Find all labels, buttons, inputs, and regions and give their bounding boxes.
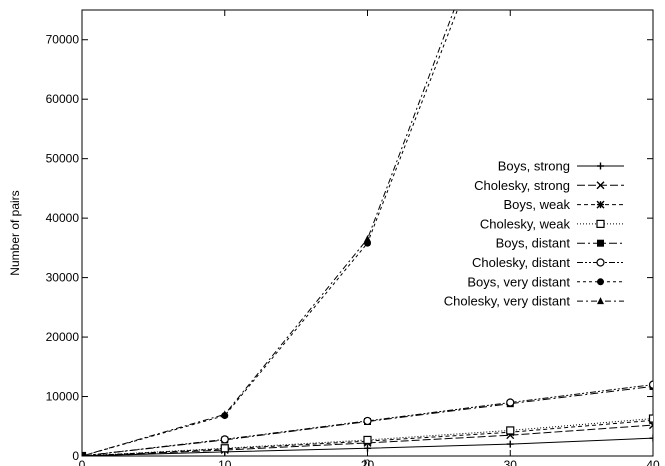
legend-marker <box>597 239 604 247</box>
data-point-cholesky-weak <box>506 426 515 435</box>
plot-frame <box>81 9 654 457</box>
legend-item-boys-very-distant: Boys, very distant <box>467 274 624 289</box>
legend-marker <box>596 200 605 209</box>
legend-marker <box>596 181 605 190</box>
legend-label: Cholesky, very distant <box>444 294 571 309</box>
series-cholesky-very-distant <box>82 10 455 456</box>
legend-marker <box>596 219 605 228</box>
y-axis-title: Number of pairs <box>8 190 22 275</box>
data-point-cholesky-very-distant <box>82 452 84 456</box>
legend-marker <box>597 278 604 286</box>
y-tick-label: 0 <box>72 449 79 463</box>
legend-item-boys-strong: Boys, strong <box>498 159 624 174</box>
legend-item-cholesky-weak: Cholesky, weak <box>480 216 624 231</box>
x-tick-label: 40 <box>646 458 660 466</box>
legend-marker <box>597 297 604 305</box>
series-line-cholesky-strong <box>82 424 653 456</box>
data-point-boys-strong <box>364 444 371 452</box>
data-point-cholesky-very-distant <box>364 234 371 242</box>
legend-label: Boys, strong <box>498 159 570 174</box>
data-point-boys-strong <box>506 440 514 448</box>
legend-label: Cholesky, distant <box>472 255 570 270</box>
legend-label: Cholesky, strong <box>474 178 570 193</box>
series-cholesky-distant <box>82 380 653 456</box>
legend-item-cholesky-distant: Cholesky, distant <box>472 255 624 270</box>
data-point-cholesky-distant <box>648 380 653 389</box>
series-line-boys-weak <box>82 419 653 456</box>
data-point-cholesky-weak <box>363 435 372 445</box>
series-cholesky-weak <box>82 414 653 456</box>
legend-label: Boys, very distant <box>467 274 570 289</box>
legend-item-cholesky-very-distant: Cholesky, very distant <box>444 294 624 309</box>
x-tick-label: 20 <box>361 458 375 466</box>
y-tick-label: 40000 <box>46 211 80 225</box>
legend-item-boys-distant: Boys, distant <box>496 236 624 251</box>
y-tick-label: 20000 <box>46 330 80 344</box>
data-point-cholesky-distant <box>506 398 515 407</box>
x-tick-label: 0 <box>79 458 86 466</box>
data-point-cholesky-weak <box>220 444 229 453</box>
y-tick-label: 10000 <box>46 390 80 404</box>
y-tick-label: 60000 <box>46 92 80 106</box>
x-tick-label: 30 <box>504 458 518 466</box>
x-tick-label: 10 <box>218 458 232 466</box>
data-point-cholesky-weak <box>648 414 653 423</box>
legend-label: Cholesky, weak <box>480 216 571 231</box>
x-axis-title: n <box>364 455 371 466</box>
data-point-cholesky-distant <box>220 435 229 444</box>
data-point-cholesky-distant <box>363 416 372 426</box>
legend-label: Boys, weak <box>504 197 571 212</box>
legend-item-cholesky-strong: Cholesky, strong <box>474 178 624 193</box>
data-point-boys-strong <box>649 434 653 442</box>
data-point-cholesky-very-distant <box>221 410 229 418</box>
y-tick-label: 70000 <box>46 33 80 47</box>
legend-marker <box>596 258 605 267</box>
legend-label: Boys, distant <box>496 236 571 251</box>
legend-item-boys-weak: Boys, weak <box>504 197 624 212</box>
y-tick-label: 30000 <box>46 271 80 285</box>
legend-marker <box>597 162 604 170</box>
y-tick-label: 50000 <box>46 152 80 166</box>
